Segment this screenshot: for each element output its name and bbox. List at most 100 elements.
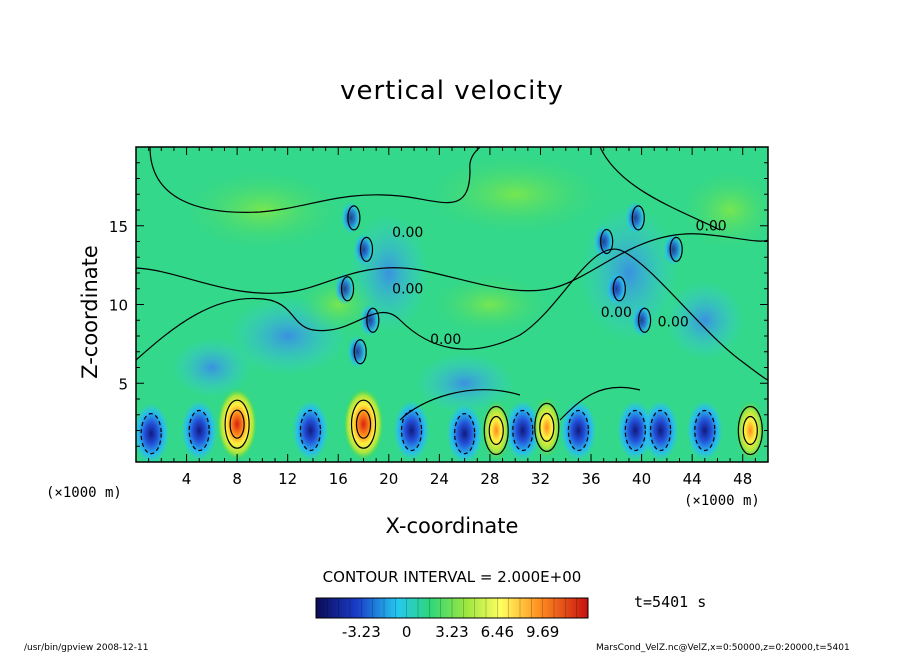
updraft-contour-0-1 bbox=[229, 409, 245, 439]
x-tick-label-10: 44 bbox=[683, 470, 702, 488]
downdraft-core-0 bbox=[136, 403, 170, 462]
downdraft-contour-3 bbox=[400, 409, 423, 452]
updraft-contour-4-0 bbox=[737, 405, 763, 456]
convective-contour-6 bbox=[631, 205, 645, 231]
contour-line-2 bbox=[136, 248, 768, 381]
contour-interval: CONTOUR INTERVAL = 2.000E+00 bbox=[322, 568, 582, 586]
contour-label-4: 0.00 bbox=[696, 218, 727, 234]
colorbar-label-4: 9.69 bbox=[526, 623, 559, 641]
convective-contour-1 bbox=[347, 205, 361, 231]
downdraft-core-1 bbox=[181, 400, 218, 461]
convective-contour-0 bbox=[359, 236, 374, 262]
contour-label-0: 0.00 bbox=[392, 281, 423, 297]
plot-field: 0.00 0.00 0.00 0.00 0.00 0.00 bbox=[136, 147, 768, 462]
downdraft-core-9 bbox=[686, 400, 723, 461]
updraft-core-1 bbox=[343, 388, 384, 461]
colorbar-label-3: 6.46 bbox=[481, 623, 514, 641]
convective-contour-4 bbox=[353, 339, 367, 365]
convective-cell-0 bbox=[353, 233, 374, 266]
convective-contour-3 bbox=[366, 307, 380, 333]
x-tick-label-9: 40 bbox=[632, 470, 651, 488]
downdraft-contour-7 bbox=[624, 409, 646, 452]
x-unit-right: (×1000 m) bbox=[684, 493, 760, 509]
y-tick-label-1: 10 bbox=[109, 297, 128, 315]
x-tick-label-3: 16 bbox=[329, 470, 348, 488]
chart-title: vertical velocity bbox=[340, 76, 564, 106]
convective-cell-2 bbox=[334, 272, 355, 305]
updraft-contour-1-0 bbox=[350, 399, 377, 449]
downdraft-contour-9 bbox=[694, 409, 716, 452]
convective-cell-9 bbox=[631, 304, 652, 337]
contour-label-3: 0.00 bbox=[601, 305, 632, 321]
contour-line-3 bbox=[599, 147, 721, 231]
x-unit-left: (×1000 m) bbox=[46, 485, 122, 501]
colorbar-label-1: 0 bbox=[402, 623, 412, 641]
field-shade-7 bbox=[182, 170, 343, 250]
convective-cell-4 bbox=[347, 335, 368, 368]
convective-cell-6 bbox=[625, 201, 646, 234]
colorbar-label-2: 3.23 bbox=[435, 623, 468, 641]
convective-contour-5 bbox=[600, 228, 614, 255]
contour-line-1 bbox=[149, 147, 481, 213]
x-tick-label-8: 36 bbox=[581, 470, 600, 488]
downdraft-core-6 bbox=[560, 400, 597, 461]
x-tick-label-11: 48 bbox=[733, 470, 752, 488]
downdraft-core-8 bbox=[642, 400, 679, 461]
contour-label-5: 0.00 bbox=[658, 315, 689, 331]
field-shade-1 bbox=[414, 353, 515, 414]
footer-right: MarsCond_VelZ.nc@VelZ,x=0:50000,z=0:2000… bbox=[596, 643, 850, 653]
convective-cell-1 bbox=[340, 201, 361, 234]
downdraft-core-7 bbox=[617, 400, 654, 461]
field-shade-8 bbox=[680, 170, 768, 250]
convective-cell-7 bbox=[663, 233, 684, 266]
x-tick-label-1: 8 bbox=[232, 470, 242, 488]
y-tick-label-0: 5 bbox=[118, 375, 128, 393]
contour-line-5 bbox=[559, 386, 641, 421]
convective-contour-7 bbox=[669, 236, 683, 262]
x-axis-label: X-coordinate bbox=[385, 514, 519, 538]
x-tick-label-2: 12 bbox=[278, 470, 297, 488]
updraft-contour-3-1 bbox=[539, 412, 555, 442]
updraft-core-4 bbox=[736, 400, 765, 461]
contour-label-2: 0.00 bbox=[430, 332, 461, 348]
updraft-core-2 bbox=[482, 400, 511, 461]
x-tick-label-0: 4 bbox=[182, 470, 192, 488]
updraft-core-3 bbox=[532, 397, 561, 458]
downdraft-contour-4 bbox=[454, 413, 476, 455]
updraft-core-0 bbox=[217, 388, 258, 461]
downdraft-contour-1 bbox=[188, 409, 210, 452]
downdraft-contour-6 bbox=[567, 409, 590, 452]
field-shade-9 bbox=[298, 274, 379, 335]
x-tick-label-4: 20 bbox=[379, 470, 398, 488]
footer-left: /usr/bin/gpview 2008-12-11 bbox=[24, 643, 149, 653]
field-shade-4 bbox=[664, 280, 745, 361]
updraft-contour-1-1 bbox=[355, 409, 372, 439]
time-label: t=5401 s bbox=[634, 593, 707, 611]
convective-contour-2 bbox=[340, 276, 355, 302]
updraft-contour-3-0 bbox=[534, 402, 560, 452]
downdraft-core-5 bbox=[504, 400, 541, 461]
downdraft-contour-2 bbox=[299, 409, 322, 452]
contour-line-0 bbox=[136, 233, 768, 294]
convective-cell-3 bbox=[359, 304, 380, 337]
downdraft-contour-5 bbox=[512, 409, 534, 452]
downdraft-core-4 bbox=[446, 403, 483, 462]
downdraft-core-3 bbox=[393, 400, 430, 461]
convective-cell-8 bbox=[606, 272, 627, 305]
field-shade-6 bbox=[425, 154, 606, 235]
convective-contour-9 bbox=[637, 307, 652, 333]
y-tick-label-2: 15 bbox=[109, 218, 128, 236]
updraft-contour-0-0 bbox=[224, 399, 250, 449]
downdraft-contour-0 bbox=[140, 413, 162, 455]
x-tick-label-5: 24 bbox=[430, 470, 449, 488]
updraft-contour-2-0 bbox=[483, 405, 509, 456]
field-shade-5 bbox=[171, 337, 252, 398]
x-tick-label-7: 32 bbox=[531, 470, 550, 488]
field-shade-10 bbox=[429, 274, 550, 335]
updraft-contour-2-1 bbox=[488, 415, 504, 446]
x-tick-label-6: 28 bbox=[480, 470, 499, 488]
contour-line-4 bbox=[399, 389, 521, 421]
updraft-contour-4-1 bbox=[742, 415, 758, 446]
colorbar-label-0: -3.23 bbox=[342, 623, 381, 641]
